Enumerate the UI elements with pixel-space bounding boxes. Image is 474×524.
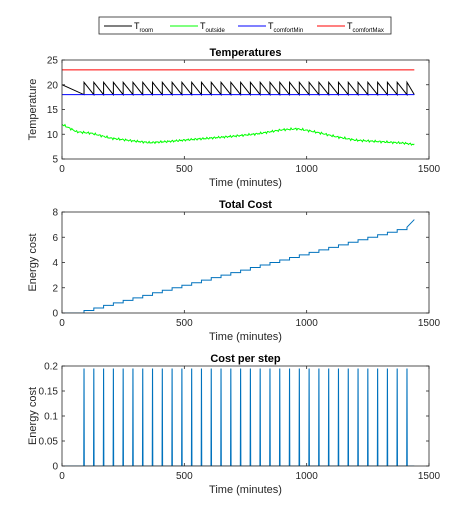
chart-title: Temperatures — [210, 47, 282, 59]
x-tick-label: 0 — [59, 318, 65, 329]
series-line-1 — [62, 368, 415, 466]
y-tick-label: 0.05 — [39, 437, 59, 448]
subplot-2: 0 500 1000 1500 0 2 4 6 8 Total Cost Time (minutes… — [27, 199, 441, 343]
x-tick-label: 0 — [59, 471, 65, 482]
y-tick-label: 20 — [47, 80, 59, 91]
y-tick-label: 0 — [52, 309, 58, 320]
subplot-1: 0 500 1000 1500 5 10 15 20 25 Temperatures Time (m… — [27, 47, 441, 189]
legend-label-t-comfortmax: TcomfortMax — [347, 21, 384, 34]
series-line-1 — [62, 80, 415, 97]
x-tick-label: 500 — [176, 164, 193, 175]
y-axis-label: Temperature — [27, 79, 39, 141]
y-tick-label: 8 — [52, 208, 58, 219]
data-layer — [62, 69, 415, 146]
x-tick-label: 500 — [176, 471, 193, 482]
x-tick-label: 1500 — [418, 164, 441, 175]
series-line-1 — [62, 219, 415, 313]
data-layer — [62, 219, 415, 313]
x-axis-label: Time (minutes) — [209, 177, 282, 189]
subplot-3: 0 500 1000 1500 0 0.05 0.1 0.15 0.2 Cost per step… — [27, 353, 441, 496]
plot-area — [62, 366, 429, 466]
chart-title: Total Cost — [219, 199, 272, 211]
legend-label-t-room: Troom — [134, 21, 153, 34]
x-tick-label: 1000 — [296, 471, 319, 482]
y-tick-label: 0.15 — [39, 387, 59, 398]
plot-area — [62, 212, 429, 313]
y-tick-label: 0.1 — [44, 412, 58, 423]
y-tick-label: 25 — [47, 56, 59, 67]
y-tick-label: 6 — [52, 233, 58, 244]
x-tick-label: 1500 — [418, 471, 441, 482]
y-tick-label: 15 — [47, 105, 59, 116]
x-tick-label: 0 — [59, 164, 65, 175]
y-axis-label: Energy cost — [27, 233, 39, 291]
legend: Troom Toutside TcomfortMin TcomfortMax — [98, 16, 392, 35]
series-line-2 — [62, 123, 415, 146]
x-axis-label: Time (minutes) — [209, 331, 282, 343]
x-tick-label: 1000 — [296, 318, 319, 329]
y-tick-label: 4 — [52, 258, 58, 269]
data-layer — [62, 368, 415, 466]
y-tick-label: 10 — [47, 130, 59, 141]
y-tick-label: 5 — [52, 155, 58, 166]
plot-area — [62, 60, 429, 159]
y-axis-label: Energy cost — [27, 387, 39, 445]
legend-label-t-outside: Toutside — [200, 21, 226, 34]
y-tick-label: 0 — [52, 462, 58, 473]
x-tick-label: 1000 — [296, 164, 319, 175]
y-tick-label: 2 — [52, 283, 58, 294]
x-tick-label: 1500 — [418, 318, 441, 329]
x-axis-label: Time (minutes) — [209, 484, 282, 496]
y-tick-label: 0.2 — [44, 362, 58, 373]
legend-label-t-comfortmin: TcomfortMin — [268, 21, 303, 34]
x-tick-label: 500 — [176, 318, 193, 329]
chart-title: Cost per step — [210, 353, 281, 365]
